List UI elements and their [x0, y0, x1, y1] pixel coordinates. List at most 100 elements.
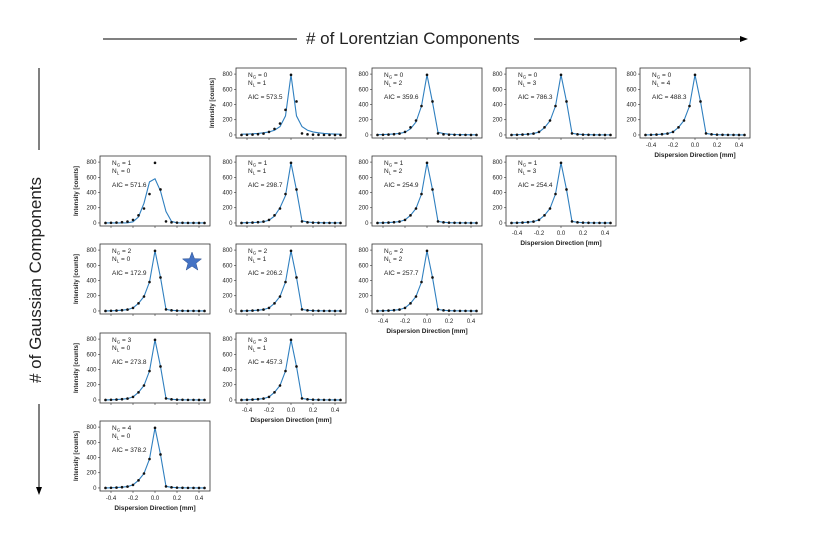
y-tick-label: 400: [86, 368, 97, 374]
panel-ng3-nl1: 0 200 400 600 800 -0.4 -0.2 0.0 0.2 0.4Dispersion…: [222, 332, 347, 424]
x-tick-label: 0.0: [287, 408, 296, 414]
data-point: [284, 192, 287, 196]
data-point: [203, 486, 206, 490]
nl-label: NL = 2: [384, 256, 403, 264]
data-point: [317, 133, 320, 137]
y-tick-label: 0: [93, 309, 97, 315]
data-point: [197, 309, 201, 313]
data-point: [333, 221, 337, 225]
data-point: [131, 218, 135, 222]
data-point: [469, 309, 473, 313]
y-tick-label: 0: [229, 398, 233, 404]
data-point: [420, 192, 423, 196]
data-point: [726, 133, 730, 137]
ng-label: NG = 1: [384, 160, 404, 168]
data-point: [120, 485, 124, 489]
data-point: [240, 133, 243, 137]
data-point: [464, 309, 467, 313]
data-point: [262, 132, 265, 135]
plot-frame: [505, 155, 617, 227]
y-tick-label: 600: [492, 87, 503, 93]
y-tick-label: 0: [93, 486, 97, 492]
panel-ng0-nl1: 0 200 400 600 800 Intensity [counts] NG = 0NL …: [210, 67, 347, 140]
data-point: [447, 221, 451, 224]
data-point: [289, 338, 293, 342]
data-point: [442, 309, 445, 312]
data-point: [142, 295, 146, 298]
data-point: [677, 126, 680, 129]
data-point: [392, 132, 396, 136]
panel-ng0-nl2: 0 200 400 600 800 NG = 0NL = 2 AIC = 359.6: [358, 67, 483, 140]
data-point: [458, 221, 462, 225]
data-point: [295, 276, 298, 279]
y-tick-label: 800: [86, 160, 97, 166]
y-tick-label: 600: [358, 87, 369, 93]
data-point: [142, 472, 146, 475]
data-point: [131, 395, 135, 399]
data-point: [387, 221, 390, 224]
data-point: [262, 308, 265, 311]
data-point: [197, 221, 201, 225]
plot-frame: [235, 155, 347, 227]
data-point: [120, 308, 124, 312]
data-point: [475, 221, 478, 225]
data-point: [120, 220, 124, 224]
y-tick-label: 200: [86, 471, 97, 477]
data-point: [414, 295, 418, 298]
y-tick-label: 400: [86, 456, 97, 462]
data-point: [548, 207, 552, 210]
data-point: [565, 100, 568, 103]
data-point: [376, 133, 379, 137]
plot-frame: [235, 67, 347, 139]
data-point: [203, 398, 206, 402]
data-point: [743, 133, 746, 137]
data-point: [387, 309, 390, 312]
y-tick-label: 800: [86, 248, 97, 254]
data-point: [521, 133, 524, 136]
data-point: [398, 132, 401, 135]
data-point: [295, 188, 298, 191]
y-tick-label: 200: [492, 206, 503, 212]
plot-frame: [371, 67, 483, 139]
x-tick-label: 0.2: [445, 319, 454, 325]
y-tick-label: 800: [222, 337, 233, 343]
y-axis-label: Intensity [counts]: [210, 78, 216, 128]
data-point: [328, 221, 331, 225]
y-tick-label: 800: [358, 160, 369, 166]
ng-label: NG = 3: [112, 337, 132, 345]
aic-label: AIC = 206.2: [248, 270, 283, 277]
data-point: [328, 398, 331, 402]
panel-ng1-nl1: 0 200 400 600 800 NG = 1NL = 1 AIC = 298.7: [222, 155, 347, 228]
data-point: [464, 221, 467, 225]
x-tick-label: -0.2: [128, 496, 139, 502]
data-point: [322, 221, 326, 225]
data-point: [137, 479, 140, 482]
ng-label: NG = 4: [112, 425, 132, 433]
data-point: [186, 398, 190, 402]
panel-ng0-nl4: 0 200 400 600 800 -0.4 -0.2 0.0 0.2 0.4Dispersion…: [626, 67, 751, 159]
data-point: [381, 221, 385, 225]
data-point: [109, 221, 113, 225]
data-point: [737, 133, 741, 137]
data-point: [245, 221, 249, 225]
data-point: [126, 397, 129, 400]
data-point: [398, 308, 401, 311]
x-tick-label: 0.4: [735, 143, 744, 149]
data-point: [251, 133, 254, 136]
nl-label: NL = 1: [248, 256, 267, 264]
y-tick-label: 400: [492, 103, 503, 109]
data-point: [436, 220, 440, 223]
data-point: [131, 483, 135, 487]
data-point: [732, 133, 735, 137]
x-tick-label: 0.2: [173, 496, 182, 502]
data-point: [447, 309, 451, 312]
nl-label: NL = 1: [248, 80, 267, 88]
y-tick-label: 400: [86, 191, 97, 197]
data-point: [532, 132, 535, 135]
x-tick-label: -0.4: [242, 408, 253, 414]
data-point: [164, 485, 168, 488]
data-point: [554, 192, 557, 196]
nl-label: NL = 3: [518, 80, 537, 88]
data-point: [688, 104, 691, 108]
